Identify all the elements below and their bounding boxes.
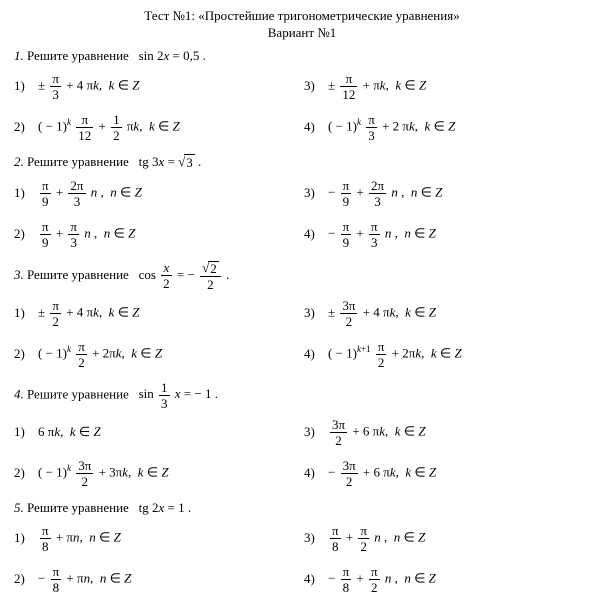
answer-expression: 3π2 + 6 πk, k ∈ Z	[328, 418, 426, 447]
problem-statement: 4. Решите уравнение sin 13 x = − 1 .	[14, 381, 590, 410]
answer-number: 4)	[304, 226, 328, 242]
answer-option: 1)± π2 + 4 πk, k ∈ Z	[14, 299, 304, 328]
problem-text: Решите уравнение	[27, 500, 129, 515]
problem-equation: tg 3x = 3 .	[139, 154, 202, 169]
answer-expression: − 3π2 + 6 πk, k ∈ Z	[328, 459, 436, 488]
answer-number: 4)	[304, 346, 328, 362]
answer-option: 2)π9 + π3 n , n ∈ Z	[14, 220, 304, 249]
test-title: Тест №1: «Простейшие тригонометрические …	[14, 8, 590, 25]
answer-expression: π8 + πn, n ∈ Z	[38, 524, 121, 553]
answer-expression: π9 + π3 n , n ∈ Z	[38, 220, 135, 249]
answer-number: 3)	[304, 185, 328, 201]
answer-number: 3)	[304, 78, 328, 94]
answers-grid: 1)± π3 + 4 πk, k ∈ Z3)± π12 + πk, k ∈ Z2…	[14, 72, 590, 142]
problem-statement: 1. Решите уравнение sin 2x = 0,5 .	[14, 48, 590, 64]
answer-number: 1)	[14, 530, 38, 546]
answer-option: 3)3π2 + 6 πk, k ∈ Z	[304, 418, 594, 447]
answer-number: 1)	[14, 78, 38, 94]
answer-number: 4)	[304, 119, 328, 135]
answer-number: 1)	[14, 305, 38, 321]
answer-number: 4)	[304, 571, 328, 587]
answer-expression: π8 + π2 n , n ∈ Z	[328, 524, 425, 553]
answer-expression: − π8 + π2 n , n ∈ Z	[328, 565, 436, 594]
answer-expression: − π9 + π3 n , n ∈ Z	[328, 220, 436, 249]
answer-number: 2)	[14, 346, 38, 362]
answer-expression: π9 + 2π3 n , n ∈ Z	[38, 179, 142, 208]
answer-option: 3)π8 + π2 n , n ∈ Z	[304, 524, 594, 553]
problem-number: 4.	[14, 386, 24, 401]
problem-text: Решите уравнение	[27, 386, 129, 401]
answer-expression: ( − 1)k π3 + 2 πk, k ∈ Z	[328, 113, 455, 142]
problem: 5. Решите уравнение tg 2x = 1 .	[14, 500, 590, 516]
answer-option: 1)π9 + 2π3 n , n ∈ Z	[14, 179, 304, 208]
answer-number: 2)	[14, 226, 38, 242]
answer-expression: ( − 1)k+1 π2 + 2πk, k ∈ Z	[328, 340, 462, 369]
answer-option: 4)− π8 + π2 n , n ∈ Z	[304, 565, 594, 594]
answer-number: 3)	[304, 305, 328, 321]
problem-number: 5.	[14, 500, 24, 515]
answer-option: 2)( − 1)k π12 + 12 πk, k ∈ Z	[14, 113, 304, 142]
answer-expression: ± π2 + 4 πk, k ∈ Z	[38, 299, 140, 328]
answer-option: 2)( − 1)k 3π2 + 3πk, k ∈ Z	[14, 459, 304, 488]
answers-grid: 1)6 πk, k ∈ Z3)3π2 + 6 πk, k ∈ Z2)( − 1)…	[14, 418, 590, 488]
answer-number: 1)	[14, 424, 38, 440]
answer-option: 2)− π8 + πn, n ∈ Z	[14, 565, 304, 594]
answer-number: 4)	[304, 465, 328, 481]
answer-option: 4)( − 1)k π3 + 2 πk, k ∈ Z	[304, 113, 594, 142]
answer-option: 1)± π3 + 4 πk, k ∈ Z	[14, 72, 304, 101]
answer-option: 4)− π9 + π3 n , n ∈ Z	[304, 220, 594, 249]
answer-number: 3)	[304, 424, 328, 440]
answer-number: 3)	[304, 530, 328, 546]
problem-statement: 3. Решите уравнение cos x2 = − 22 .	[14, 261, 590, 291]
answer-expression: ( − 1)k 3π2 + 3πk, k ∈ Z	[38, 459, 169, 488]
answer-expression: ( − 1)k π2 + 2πk, k ∈ Z	[38, 340, 162, 369]
answer-number: 2)	[14, 465, 38, 481]
answers-grid: 1)π9 + 2π3 n , n ∈ Z3)− π9 + 2π3 n , n ∈…	[14, 179, 590, 249]
problem-statement: 5. Решите уравнение tg 2x = 1 .	[14, 500, 590, 516]
answer-number: 1)	[14, 185, 38, 201]
problem-text: Решите уравнение	[27, 48, 129, 63]
answer-expression: ± 3π2 + 4 πk, k ∈ Z	[328, 299, 436, 328]
problem: 3. Решите уравнение cos x2 = − 22 .	[14, 261, 590, 291]
problem-equation: sin 13 x = − 1 .	[139, 386, 218, 401]
answer-number: 2)	[14, 571, 38, 587]
problem-text: Решите уравнение	[27, 267, 129, 282]
answer-option: 1)π8 + πn, n ∈ Z	[14, 524, 304, 553]
problem: 4. Решите уравнение sin 13 x = − 1 .	[14, 381, 590, 410]
answer-expression: ± π3 + 4 πk, k ∈ Z	[38, 72, 140, 101]
problem-number: 3.	[14, 267, 24, 282]
answers-grid: 1)π8 + πn, n ∈ Z3)π8 + π2 n , n ∈ Z2)− π…	[14, 524, 590, 594]
answer-option: 1)6 πk, k ∈ Z	[14, 418, 304, 447]
answer-number: 2)	[14, 119, 38, 135]
problem-equation: cos x2 = − 22 .	[139, 267, 230, 282]
problem-equation: tg 2x = 1 .	[139, 500, 192, 515]
variant-label: Вариант №1	[14, 25, 590, 42]
answer-option: 3)− π9 + 2π3 n , n ∈ Z	[304, 179, 594, 208]
answer-option: 3)± 3π2 + 4 πk, k ∈ Z	[304, 299, 594, 328]
answer-expression: − π9 + 2π3 n , n ∈ Z	[328, 179, 442, 208]
answer-option: 3)± π12 + πk, k ∈ Z	[304, 72, 594, 101]
problem-number: 2.	[14, 154, 24, 169]
answer-expression: − π8 + πn, n ∈ Z	[38, 565, 131, 594]
answer-option: 4)− 3π2 + 6 πk, k ∈ Z	[304, 459, 594, 488]
answer-expression: ( − 1)k π12 + 12 πk, k ∈ Z	[38, 113, 180, 142]
answers-grid: 1)± π2 + 4 πk, k ∈ Z3)± 3π2 + 4 πk, k ∈ …	[14, 299, 590, 369]
answer-option: 2)( − 1)k π2 + 2πk, k ∈ Z	[14, 340, 304, 369]
problem-statement: 2. Решите уравнение tg 3x = 3 .	[14, 154, 590, 171]
content: 1. Решите уравнение sin 2x = 0,5 .1)± π3…	[14, 48, 590, 594]
answer-option: 4)( − 1)k+1 π2 + 2πk, k ∈ Z	[304, 340, 594, 369]
problem-text: Решите уравнение	[27, 154, 129, 169]
problem: 1. Решите уравнение sin 2x = 0,5 .	[14, 48, 590, 64]
header: Тест №1: «Простейшие тригонометрические …	[14, 8, 590, 42]
answer-expression: 6 πk, k ∈ Z	[38, 424, 101, 440]
problem-equation: sin 2x = 0,5 .	[139, 48, 206, 63]
problem: 2. Решите уравнение tg 3x = 3 .	[14, 154, 590, 171]
answer-expression: ± π12 + πk, k ∈ Z	[328, 72, 426, 101]
problem-number: 1.	[14, 48, 24, 63]
